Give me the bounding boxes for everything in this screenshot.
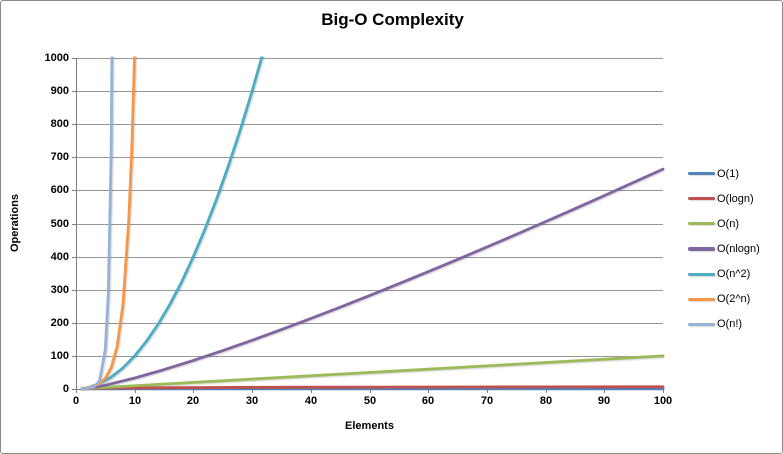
legend-label: O(n^2) bbox=[717, 268, 751, 281]
y-tick-label: 1000 bbox=[44, 52, 69, 64]
legend-label: O(1) bbox=[717, 167, 739, 180]
y-tick-label: 500 bbox=[50, 218, 69, 230]
legend-entry-o2n: O(2^n) bbox=[688, 292, 780, 307]
legend-label: O(nlogn) bbox=[717, 242, 760, 255]
legend-entry-on: O(n!) bbox=[688, 317, 780, 332]
legend-swatch-line bbox=[688, 222, 715, 226]
legend-entry-onlogn: O(nlogn) bbox=[688, 241, 780, 256]
legend-swatch-line bbox=[688, 171, 715, 176]
legend-entry-on2: O(n^2) bbox=[688, 267, 780, 282]
y-tick-label: 400 bbox=[50, 251, 69, 263]
legend-swatch-line bbox=[688, 247, 715, 251]
x-axis-title: Elements bbox=[345, 420, 394, 432]
x-tick-label: 50 bbox=[363, 395, 377, 407]
x-tick-label: 20 bbox=[186, 395, 200, 407]
series-line-onlogn bbox=[80, 167, 665, 391]
y-tick-label: 900 bbox=[50, 85, 69, 97]
legend-label: O(n) bbox=[717, 217, 739, 230]
x-tick-label: 100 bbox=[653, 395, 673, 407]
legend-entry-o1: O(1) bbox=[688, 166, 780, 181]
series-line-on bbox=[80, 354, 665, 391]
x-tick-label: 10 bbox=[128, 395, 142, 407]
series-line-on bbox=[80, 56, 114, 391]
legend-entry-on: O(n) bbox=[688, 216, 780, 231]
chart-title: Big-O Complexity bbox=[321, 10, 464, 29]
x-tick-label: 40 bbox=[304, 395, 318, 407]
legend-entry-ologn: O(logn) bbox=[688, 191, 780, 206]
y-tick-label: 200 bbox=[50, 317, 69, 329]
y-tick-label: 700 bbox=[50, 151, 69, 163]
y-tick-label: 300 bbox=[50, 284, 69, 296]
x-tick-label: 30 bbox=[245, 395, 259, 407]
x-tick-label: 90 bbox=[597, 395, 611, 407]
legend-swatch-line bbox=[688, 322, 715, 327]
x-tick-label: 60 bbox=[421, 395, 435, 407]
y-tick-label: 600 bbox=[50, 184, 69, 196]
x-tick-label: 70 bbox=[480, 395, 494, 407]
series-line-o2n bbox=[80, 56, 136, 390]
legend-swatch-line bbox=[688, 297, 715, 301]
legend-swatch-line bbox=[688, 197, 715, 201]
legend-label: O(n!) bbox=[717, 318, 743, 331]
y-tick-label: 0 bbox=[62, 383, 69, 395]
y-tick-label: 100 bbox=[50, 350, 69, 362]
series-line-on2 bbox=[80, 56, 264, 391]
legend-label: O(logn) bbox=[717, 192, 754, 205]
x-tick-label: 0 bbox=[72, 395, 80, 407]
legend: O(1) O(logn) O(n) O(nlogn) O(n^2) O(2^n) O(n!) bbox=[688, 166, 780, 332]
series-lines bbox=[80, 56, 665, 391]
legend-label: O(2^n) bbox=[717, 293, 751, 306]
y-tick-label: 800 bbox=[50, 118, 69, 130]
legend-swatch-line bbox=[688, 272, 715, 276]
x-tick-label: 80 bbox=[539, 395, 553, 407]
